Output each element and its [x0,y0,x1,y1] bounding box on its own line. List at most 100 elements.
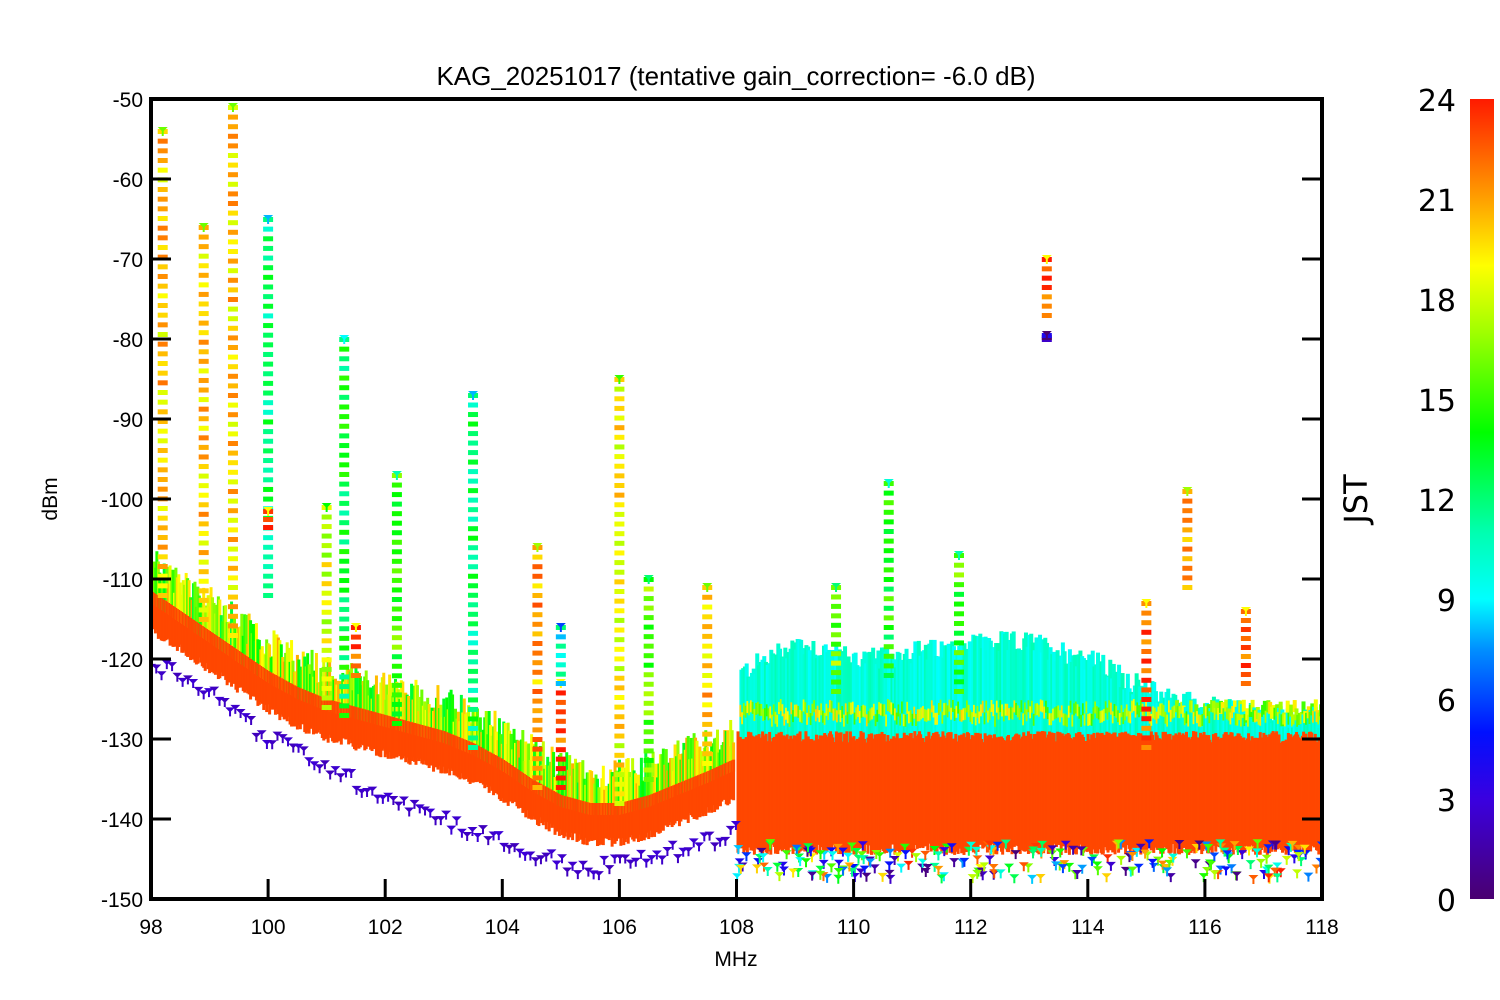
peak-mark [468,630,479,636]
x-tick-label: 98 [139,916,162,939]
low-scatter-point [1050,861,1061,871]
minimum-trace-point [520,851,531,861]
low-scatter-point [778,866,789,876]
peak-mark [227,585,238,590]
peak-mark [643,653,654,659]
peak-mark [227,297,238,302]
low-scatter-point [1194,840,1205,850]
peak-top-point [157,127,168,136]
peak-mark [227,316,238,322]
y-tick-label: -90 [113,409,143,432]
floor-band-mark [314,652,318,707]
peak-mark [953,679,964,685]
minimum-trace-point [451,816,462,826]
low-scatter-point [1092,866,1103,876]
low-scatter-point [815,850,826,860]
chart-title: KAG_20251017 (tentative gain_correction=… [436,61,1035,91]
peak-mark [391,577,402,583]
peak-mark [532,621,543,627]
peak-mark [532,698,543,704]
elevated-floor-mark [1250,699,1255,712]
low-scatter-point [1244,846,1255,856]
peak-mark [883,509,894,515]
low-scatter-point [833,868,844,878]
peak-mark [391,663,402,669]
peak-mark [532,737,543,742]
floor-band-mark [350,663,354,718]
peak-mark [227,153,238,158]
peak-mark [468,668,479,674]
peak-mark [468,725,479,731]
peak-mark [702,682,713,688]
peak-mark [614,396,625,402]
low-scatter-point [1144,839,1155,849]
peak-mark [157,506,168,511]
low-scatter-point [762,866,773,876]
low-scatter-point [929,846,940,856]
low-scatter-point [989,869,1000,879]
peak-mark [555,785,566,790]
floor-band-mark [451,694,455,746]
low-scatter-point [1289,854,1300,864]
peak-mark [339,635,350,641]
peak-mark [614,714,625,720]
peak-mark [157,525,168,531]
minimum-trace-point [720,836,731,846]
peak-mark [555,718,566,724]
peak-mark [532,583,543,589]
minimum-trace-point [456,828,467,838]
peak-mark [614,646,625,652]
peak-mark [1240,663,1251,668]
peak-mark [227,114,238,120]
peak-mark [198,492,209,498]
minimum-trace-point [530,857,541,867]
peak-mark [339,404,350,410]
low-scatter-point [1028,849,1039,859]
peak-mark [1141,620,1152,626]
low-scatter-point [1270,840,1281,850]
low-scatter-point [1055,848,1066,858]
low-scatter-point [781,850,792,860]
low-scatter-point [1133,863,1144,873]
peak-mark [227,604,238,610]
peak-mark [468,431,479,437]
peak-mark [227,239,238,245]
peak-mark [643,757,654,763]
y-tick-label: -130 [101,729,143,752]
peak-mark [350,673,361,678]
peak-mark [831,670,842,676]
peak-mark [532,650,543,656]
peak-mark [883,663,894,669]
peak-mark [157,216,168,221]
peak-mark [702,624,713,630]
peak-mark [468,469,479,475]
peak-mark [883,538,894,544]
low-scatter-point [1077,864,1088,874]
peak-mark [263,458,274,464]
peak-mark [643,767,654,773]
peak-mark [702,604,713,610]
low-scatter-point [936,874,947,884]
peak-mark [468,745,479,750]
peak-mark [339,356,350,362]
peak-mark [532,612,543,618]
peak-mark [263,486,274,492]
peak-mark [157,535,168,540]
minimum-trace-point [309,761,320,771]
peak-mark [532,756,543,762]
peak-top-point [468,391,479,400]
peak-mark [702,741,713,747]
peak-mark [831,594,842,600]
peak-mark [321,581,332,587]
minimum-trace-point [462,831,473,841]
peak-mark [263,226,274,232]
peak-mark [614,695,625,700]
peak-mark [263,323,274,329]
low-scatter-point [966,841,977,851]
minimum-trace-point [203,688,214,698]
minimum-trace-point [346,768,357,778]
low-scatter-point [933,851,944,861]
low-scatter-point [1272,862,1283,872]
peak-mark [831,689,842,694]
peak-mark [227,489,238,494]
